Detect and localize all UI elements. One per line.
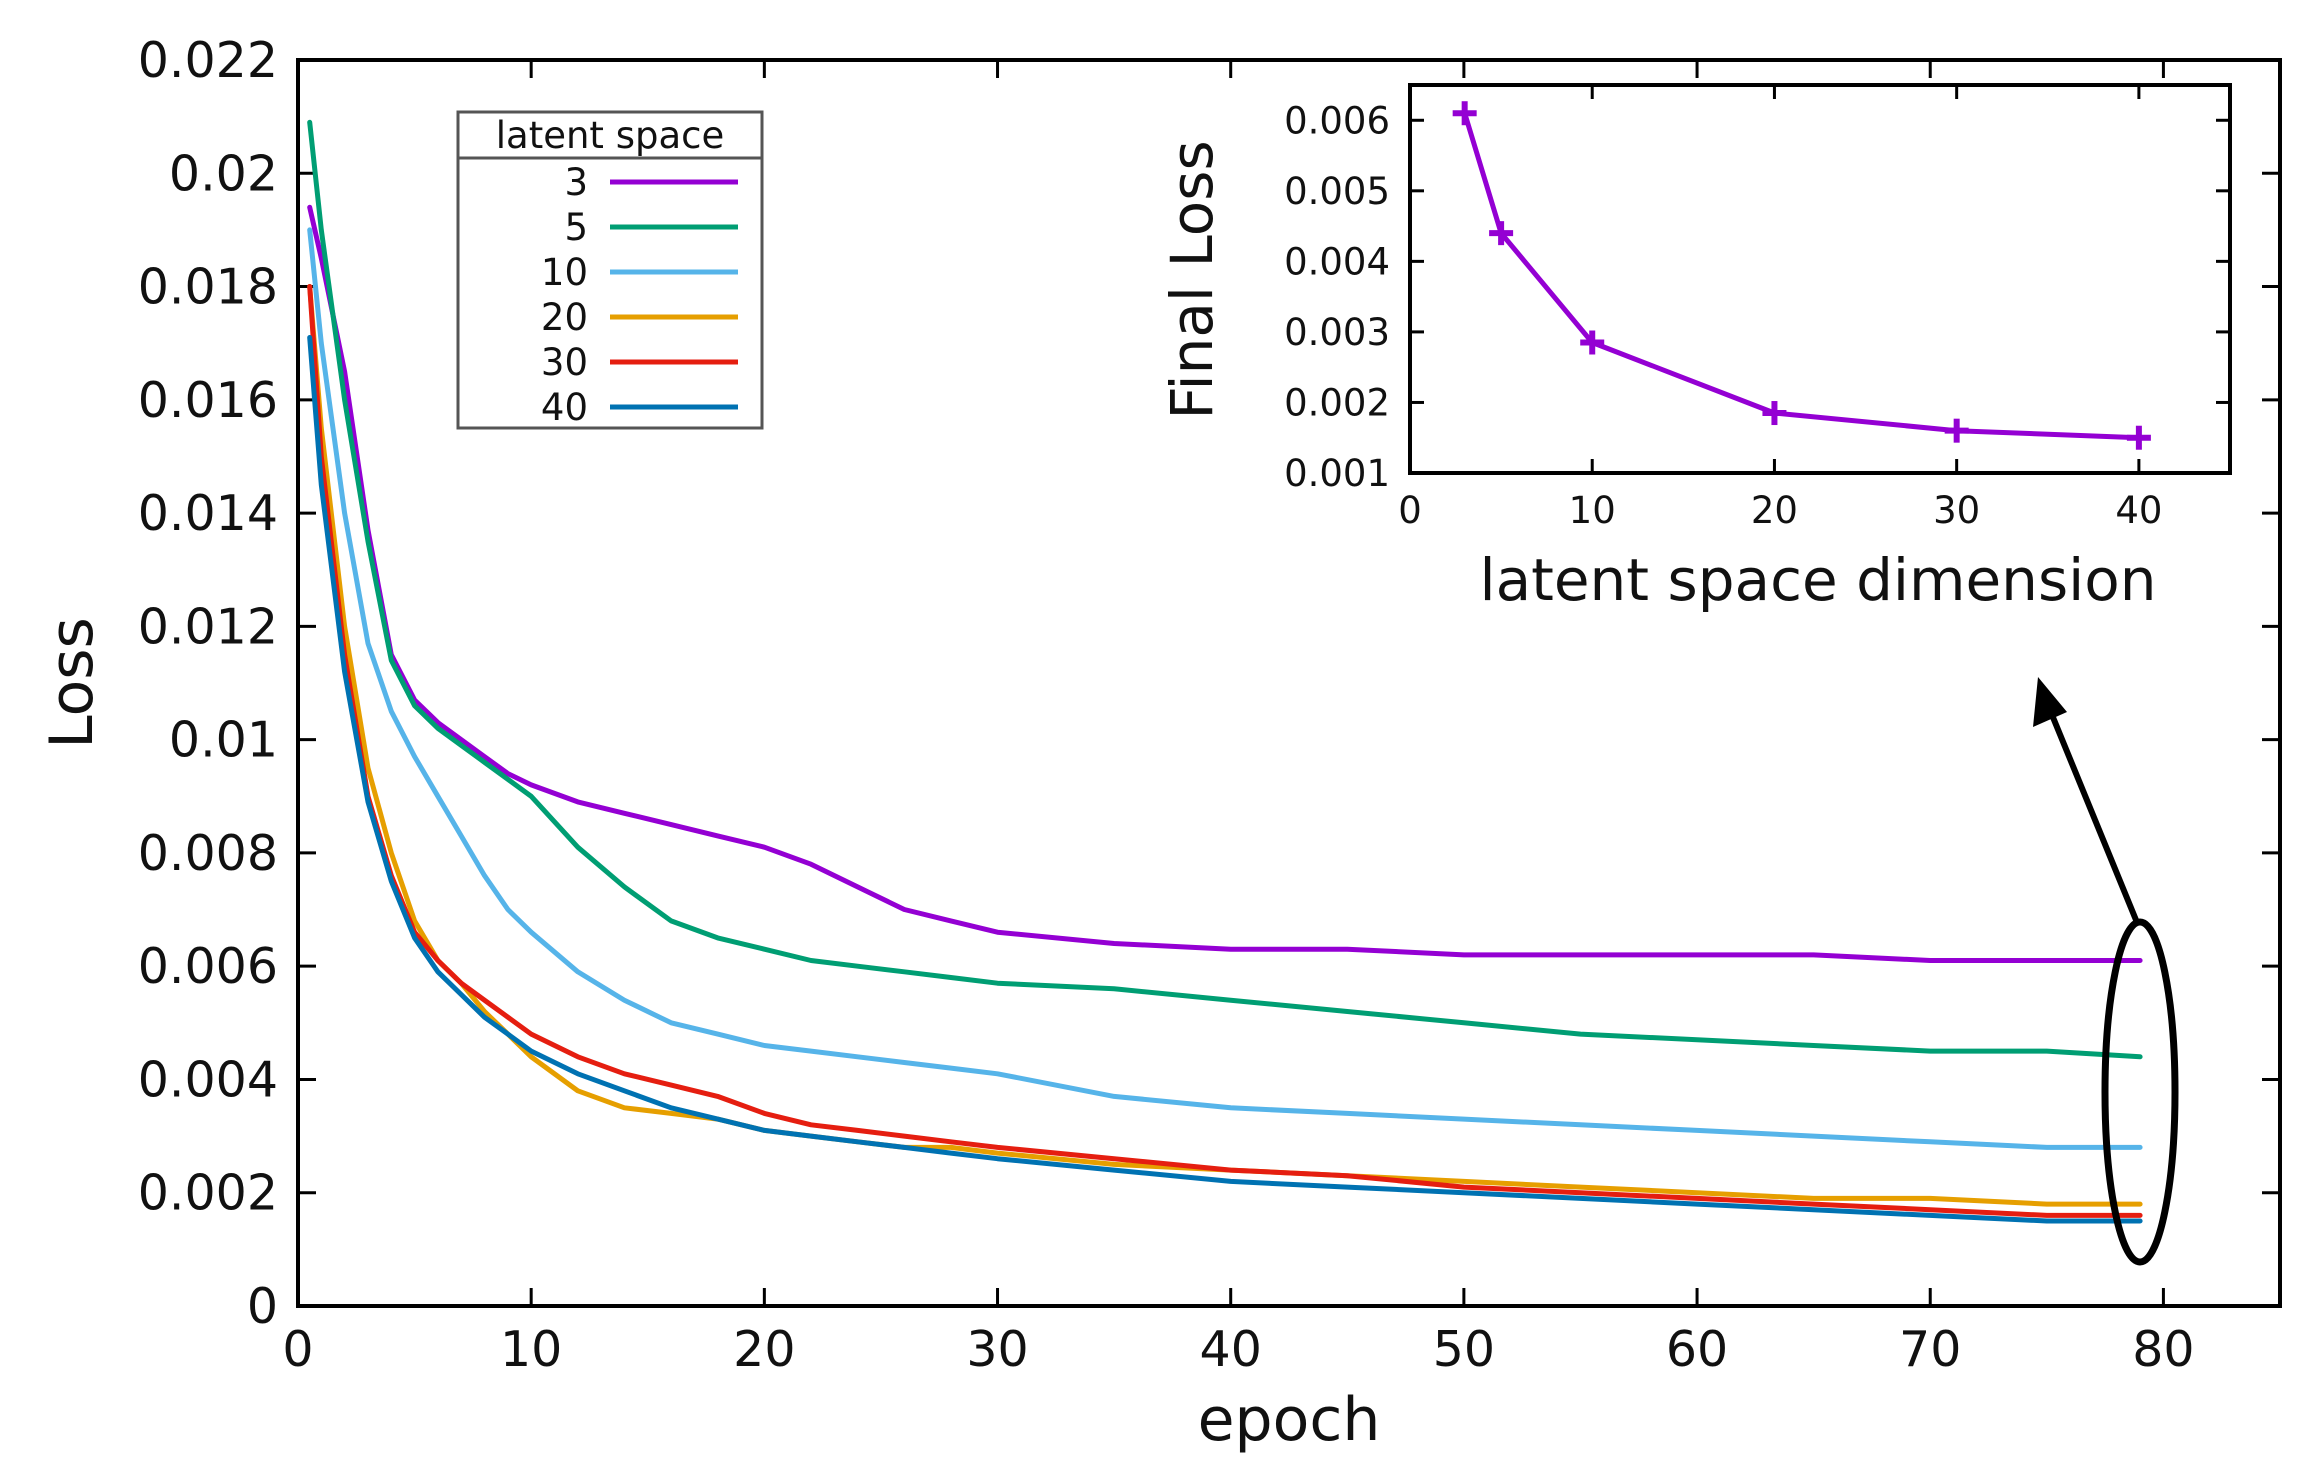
main-y-axis-title: Loss xyxy=(37,617,107,749)
main-x-tick-label: 50 xyxy=(1433,1321,1495,1378)
inset-arrow-head xyxy=(2033,677,2067,727)
inset-plot-frame xyxy=(1408,83,2232,475)
legend-entry-10: 10 xyxy=(541,251,738,294)
inset-point xyxy=(1489,221,1514,246)
main-y-tick-label: 0.016 xyxy=(138,372,278,429)
main-x-axis-title: epoch xyxy=(1198,1385,1381,1455)
inset-point xyxy=(1452,101,1477,126)
main-y-tick-label: 0.018 xyxy=(138,259,278,316)
inset-x-tick-label: 40 xyxy=(2115,489,2162,532)
inset-point xyxy=(1580,330,1605,355)
inset-arrow-shaft xyxy=(2047,708,2139,922)
main-y-tick-label: 0 xyxy=(247,1278,278,1335)
inset-y-tick-label: 0.002 xyxy=(1284,381,1390,424)
inset-y-tick-label: 0.001 xyxy=(1284,452,1390,495)
main-y-tick-label: 0.014 xyxy=(138,485,278,542)
inset-plot-background xyxy=(1410,85,2230,473)
legend-label: 40 xyxy=(541,386,588,429)
legend-label: 3 xyxy=(564,161,588,204)
main-y-tick-label: 0.012 xyxy=(138,598,278,655)
inset-x-tick-label: 30 xyxy=(1933,489,1980,532)
main-x-tick-label: 0 xyxy=(282,1321,313,1378)
main-tick-labels: 0 10 20 30 40 50 60 70 8000.0020.0040.0060.0080.… xyxy=(138,32,2195,1378)
inset-tick-labels: 0 10 20 30 40 0.001 0.002 0.003 0.004 0.005 0.006 xyxy=(1284,99,2162,532)
main-x-tick-label: 40 xyxy=(1200,1321,1262,1378)
legend-entry-5: 5 xyxy=(564,206,738,249)
main-y-tick-label: 0.004 xyxy=(138,1051,278,1108)
main-ticks xyxy=(296,58,2280,1308)
inset-series xyxy=(1452,101,2151,450)
final-values-ellipse xyxy=(2101,918,2179,1266)
main-series xyxy=(307,119,2143,1224)
main-series-5 xyxy=(307,119,2143,1060)
legend-label: 10 xyxy=(541,251,588,294)
main-x-tick-label: 10 xyxy=(500,1321,562,1378)
main-plot: 0 10 20 30 40 50 60 70 8000.0020.0040.0060.0080.… xyxy=(37,32,2282,1455)
inset-x-tick-label: 20 xyxy=(1751,489,1798,532)
main-x-tick-label: 60 xyxy=(1666,1321,1728,1378)
main-y-tick-label: 0.022 xyxy=(138,32,278,89)
legend-title: latent space xyxy=(496,114,725,157)
main-plot-frame xyxy=(296,58,2282,1308)
inset-point xyxy=(1944,418,1969,443)
legend-entry-30: 30 xyxy=(541,341,738,384)
inset-point xyxy=(2126,425,2151,450)
inset-y-tick-label: 0.004 xyxy=(1284,240,1390,283)
main-y-tick-label: 0.01 xyxy=(169,712,278,769)
inset-series-final-loss xyxy=(1462,110,2142,441)
legend-label: 20 xyxy=(541,296,588,339)
inset-x-axis-title: latent space dimension xyxy=(1479,546,2156,614)
inset-y-tick-label: 0.006 xyxy=(1284,99,1390,142)
inset-x-tick-label: 0 xyxy=(1398,489,1422,532)
main-series-3 xyxy=(307,204,2143,963)
legend-entry-3: 3 xyxy=(564,161,738,204)
legend-entry-20: 20 xyxy=(541,296,738,339)
main-x-tick-label: 80 xyxy=(2132,1321,2194,1378)
inset-x-tick-label: 10 xyxy=(1569,489,1616,532)
annotations xyxy=(2033,677,2179,1266)
legend-label: 5 xyxy=(564,206,588,249)
inset-y-axis-title: Final Loss xyxy=(1158,140,1226,419)
main-series-40 xyxy=(307,335,2143,1224)
main-y-tick-label: 0.006 xyxy=(138,938,278,995)
main-x-tick-label: 70 xyxy=(1899,1321,1961,1378)
inset-y-tick-label: 0.003 xyxy=(1284,311,1390,354)
legend-entry-40: 40 xyxy=(541,386,738,429)
inset-ticks xyxy=(1408,85,2230,475)
main-y-tick-label: 0.008 xyxy=(138,825,278,882)
inset-plot: 0 10 20 30 400.0010.0020.0030.0040.0050.006 … xyxy=(1158,83,2232,614)
main-x-tick-label: 20 xyxy=(733,1321,795,1378)
legend-label: 30 xyxy=(541,341,588,384)
main-series-10 xyxy=(307,227,2143,1150)
main-x-tick-label: 30 xyxy=(966,1321,1028,1378)
main-y-tick-label: 0.02 xyxy=(169,145,278,202)
inset-point xyxy=(1762,401,1787,426)
main-y-tick-label: 0.002 xyxy=(138,1165,278,1222)
inset-y-tick-label: 0.005 xyxy=(1284,170,1390,213)
